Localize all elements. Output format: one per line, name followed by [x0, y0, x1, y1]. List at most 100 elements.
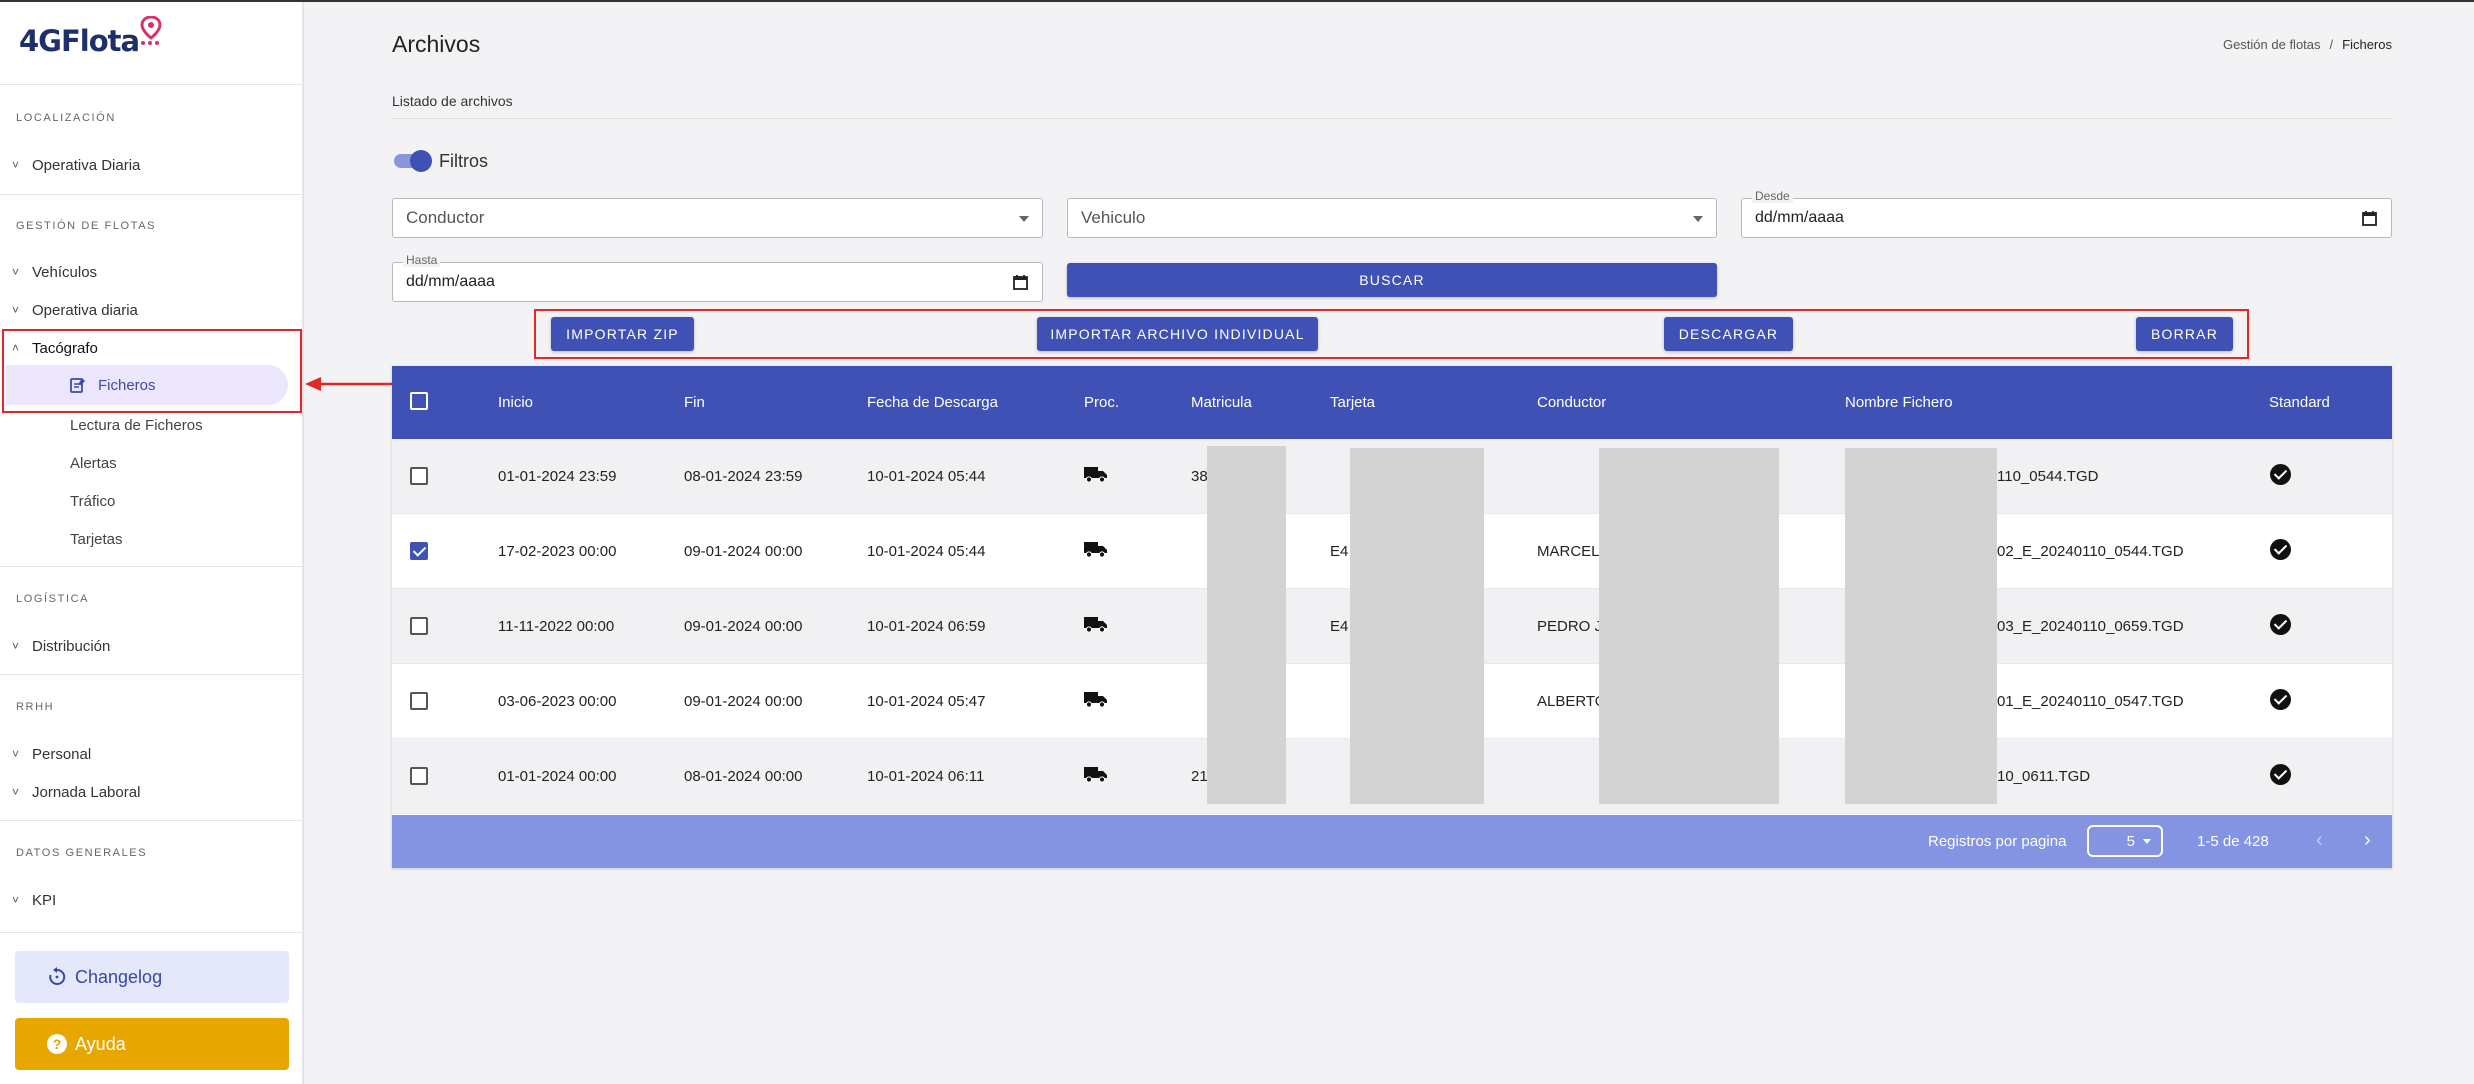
rows-per-page-select[interactable]: 5: [2087, 825, 2163, 857]
redaction-block: [1599, 448, 1779, 804]
sidebar: 4GFlota LOCALIZACIÓN ˅ Operativa Diaria …: [0, 2, 304, 1084]
logo-text: 4GFlota: [19, 24, 140, 58]
section-subtitle: Listado de archivos: [392, 93, 513, 109]
refresh-icon: [49, 967, 66, 985]
sidebar-subitem-ficheros[interactable]: Ficheros: [6, 365, 288, 405]
sidebar-divider: [0, 932, 302, 933]
select-all-checkbox[interactable]: [410, 392, 428, 410]
chevron-down-icon: ˅: [12, 265, 20, 279]
column-header-proc[interactable]: Proc.: [1084, 394, 1120, 411]
cell-fecha-descarga: 10-01-2024 05:47: [867, 693, 986, 710]
cell-fecha-descarga: 10-01-2024 06:59: [867, 618, 986, 635]
check-circle-icon: [2270, 689, 2291, 710]
borrar-button[interactable]: BORRAR: [2136, 317, 2233, 351]
sidebar-subitem-tarjetas[interactable]: Tarjetas: [70, 530, 123, 548]
row-checkbox[interactable]: [410, 542, 428, 560]
sidebar-item-label: Distribución: [32, 637, 111, 655]
sidebar-divider: [0, 674, 302, 675]
cell-fin: 09-01-2024 00:00: [684, 618, 803, 635]
row-checkbox[interactable]: [410, 617, 428, 635]
toggle-knob: [410, 150, 432, 172]
sidebar-item-operativa-diaria-loc[interactable]: ˅ Operativa Diaria: [12, 151, 140, 179]
row-checkbox[interactable]: [410, 467, 428, 485]
sidebar-item-kpi[interactable]: ˅ KPI: [12, 886, 56, 914]
check-circle-icon: [2270, 614, 2291, 635]
chevron-up-icon: ˄: [12, 341, 20, 355]
column-header-fin[interactable]: Fin: [684, 394, 705, 411]
next-page-icon[interactable]: ›: [2364, 829, 2371, 851]
dropdown-caret-icon: [1693, 216, 1703, 222]
cell-nombre-fichero: 110_0544.TGD: [1997, 468, 2099, 485]
descargar-button[interactable]: DESCARGAR: [1664, 317, 1793, 351]
breadcrumb: Gestión de flotas / Ficheros: [2223, 37, 2392, 52]
row-checkbox[interactable]: [410, 692, 428, 710]
sidebar-item-operativa-diaria[interactable]: ˅ Operativa diaria: [12, 296, 138, 324]
column-header-fecha-descarga[interactable]: Fecha de Descarga: [867, 394, 998, 411]
cell-matricula: 38: [1191, 468, 1208, 485]
row-checkbox[interactable]: [410, 767, 428, 785]
files-table: Inicio Fin Fecha de Descarga Proc. Matri…: [392, 366, 2392, 868]
hasta-label: Hasta: [403, 253, 441, 267]
rows-per-page-value: 5: [2126, 832, 2135, 850]
dropdown-caret-icon: [1019, 216, 1029, 222]
buscar-button[interactable]: BUSCAR: [1067, 263, 1717, 297]
column-header-nombre-fichero[interactable]: Nombre Fichero: [1845, 394, 1953, 411]
sidebar-item-distribucion[interactable]: ˅ Distribución: [12, 632, 110, 660]
sidebar-subitem-label: Ficheros: [98, 376, 156, 394]
sidebar-divider: [0, 84, 302, 85]
section-logistica: LOGÍSTICA: [16, 593, 90, 605]
sidebar-item-label: Operativa Diaria: [32, 156, 141, 174]
cell-inicio: 01-01-2024 23:59: [498, 468, 617, 485]
column-header-tarjeta[interactable]: Tarjeta: [1330, 394, 1376, 411]
column-header-matricula[interactable]: Matricula: [1191, 394, 1252, 411]
sidebar-item-label: Vehículos: [32, 263, 98, 281]
help-button[interactable]: ? Ayuda: [15, 1018, 289, 1070]
sidebar-item-vehiculos[interactable]: ˅ Vehículos: [12, 258, 97, 286]
sidebar-item-personal[interactable]: ˅ Personal: [12, 740, 91, 768]
chevron-down-icon: ˅: [12, 785, 20, 799]
truck-icon: [1084, 465, 1108, 483]
annotation-highlight-actions: [534, 309, 2249, 359]
sidebar-item-label: Personal: [32, 745, 92, 763]
chevron-down-icon: ˅: [12, 893, 20, 907]
section-gestion-flotas: GESTIÓN DE FLOTAS: [16, 220, 157, 232]
check-circle-icon: [2270, 764, 2291, 785]
breadcrumb-separator: /: [2329, 37, 2334, 52]
prev-page-icon[interactable]: ‹: [2316, 829, 2323, 851]
vehiculo-select[interactable]: Vehiculo: [1067, 198, 1717, 238]
hasta-date-input[interactable]: Hasta dd/mm/aaaa: [392, 253, 1043, 302]
chevron-down-icon: ˅: [12, 639, 20, 653]
calendar-icon: [1013, 275, 1028, 290]
importar-individual-button[interactable]: IMPORTAR ARCHIVO INDIVIDUAL: [1037, 317, 1318, 351]
cell-nombre-fichero: 03_E_20240110_0659.TGD: [1997, 618, 2184, 635]
sidebar-subitem-lectura[interactable]: Lectura de Ficheros: [70, 416, 203, 434]
breadcrumb-item[interactable]: Gestión de flotas: [2222, 37, 2321, 52]
cell-tarjeta: E4: [1330, 618, 1349, 635]
cell-tarjeta: E4: [1330, 543, 1349, 560]
filters-toggle[interactable]: [392, 150, 432, 172]
column-header-standard[interactable]: Standard: [2269, 394, 2330, 411]
table-pagination: Registros por pagina 5 1-5 de 428 ‹ ›: [392, 815, 2392, 868]
cell-nombre-fichero: 01_E_20240110_0547.TGD: [1997, 693, 2184, 710]
desde-date-input[interactable]: Desde dd/mm/aaaa: [1741, 189, 2392, 238]
conductor-select[interactable]: Conductor: [392, 198, 1043, 238]
cell-inicio: 11-11-2022 00:00: [498, 618, 615, 635]
subtitle-divider: [392, 118, 2392, 119]
sidebar-item-jornada-laboral[interactable]: ˅ Jornada Laboral: [12, 778, 140, 806]
importar-zip-button[interactable]: IMPORTAR ZIP: [551, 317, 694, 351]
column-header-conductor[interactable]: Conductor: [1537, 394, 1607, 411]
page-range-label: 1-5 de 428: [2197, 833, 2269, 850]
sidebar-item-tacografo[interactable]: ˄ Tacógrafo: [12, 334, 98, 362]
table-header: Inicio Fin Fecha de Descarga Proc. Matri…: [392, 366, 2392, 439]
sidebar-item-label: Tacógrafo: [32, 339, 98, 357]
sidebar-subitem-trafico[interactable]: Tráfico: [70, 492, 116, 510]
desde-value: dd/mm/aaaa: [1755, 209, 1844, 226]
cell-nombre-fichero: 10_0611.TGD: [1997, 768, 2091, 785]
filters-toggle-label: Filtros: [439, 151, 488, 171]
column-header-inicio[interactable]: Inicio: [498, 394, 534, 411]
sidebar-subitem-alertas[interactable]: Alertas: [70, 454, 117, 472]
cell-fin: 08-01-2024 00:00: [684, 768, 803, 785]
truck-icon: [1084, 615, 1108, 633]
changelog-button[interactable]: Changelog: [15, 951, 289, 1003]
app-logo[interactable]: 4GFlota: [19, 16, 162, 58]
